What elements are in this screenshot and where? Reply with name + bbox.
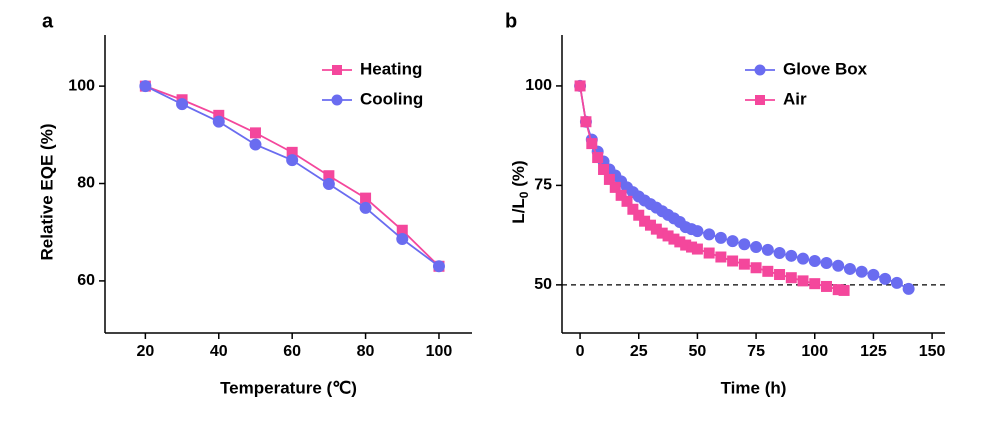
marker (609, 181, 621, 193)
y-tick-label: 60 (77, 272, 95, 289)
y-axis-title: L/L0 (%) (509, 160, 531, 223)
x-tick-label: 75 (747, 343, 765, 360)
y-tick-label: 100 (68, 77, 95, 94)
marker (396, 233, 409, 246)
marker (838, 284, 850, 296)
marker (832, 259, 845, 272)
y-tick-label: 100 (525, 77, 552, 94)
legend-marker (331, 94, 343, 106)
marker (703, 247, 715, 259)
marker (867, 268, 880, 281)
panel-label: b (505, 10, 517, 32)
marker (808, 254, 821, 267)
legend-label: Heating (360, 59, 422, 78)
panel-label: a (42, 10, 54, 32)
marker (139, 80, 152, 93)
chart: a 20 40 60 80 100 60 80 100 Temperature (℃) Relati… (37, 10, 472, 397)
marker (322, 178, 335, 190)
marker (627, 203, 639, 215)
marker (762, 265, 774, 277)
x-tick-label: 50 (689, 343, 707, 360)
x-tick-label: 40 (210, 343, 228, 360)
marker (797, 275, 809, 287)
marker (359, 201, 372, 214)
x-tick-label: 20 (136, 343, 154, 360)
marker (774, 269, 786, 281)
marker (715, 251, 727, 263)
marker (249, 138, 262, 151)
marker (890, 276, 903, 289)
marker (691, 225, 704, 238)
marker (360, 192, 372, 204)
x-axis-title: Temperature (℃) (220, 378, 357, 397)
marker (691, 243, 703, 255)
y-axis-title: Relative EQE (%) (37, 124, 56, 261)
legend-label: Glove Box (783, 59, 868, 78)
marker (249, 127, 261, 139)
legend-marker (332, 65, 342, 75)
x-tick-label: 125 (860, 343, 887, 360)
marker (432, 260, 445, 273)
marker (633, 209, 645, 221)
x-tick-label: 60 (283, 343, 301, 360)
x-tick-label: 0 (576, 343, 585, 360)
x-tick-label: 100 (801, 343, 828, 360)
marker (586, 138, 598, 150)
y-axis-title-part: 0 (517, 191, 531, 198)
marker (580, 116, 592, 128)
legend-label: Cooling (360, 89, 423, 108)
y-axis-title-part: L/L (509, 198, 528, 224)
x-tick-label: 100 (426, 343, 453, 360)
marker (785, 249, 798, 262)
marker (843, 262, 856, 275)
marker (738, 258, 750, 270)
marker (727, 255, 739, 267)
y-tick-label: 50 (534, 276, 552, 293)
marker (615, 189, 627, 201)
marker (598, 163, 610, 175)
x-tick-label: 150 (919, 343, 946, 360)
marker (820, 256, 833, 269)
legend-marker (755, 95, 765, 105)
marker (797, 252, 810, 265)
marker (592, 152, 604, 164)
series-line (145, 85, 440, 267)
legend-marker (754, 64, 766, 76)
marker (621, 195, 633, 207)
marker (820, 280, 832, 292)
y-tick-label: 75 (534, 177, 552, 194)
y-axis-title-part: (%) (509, 160, 528, 191)
marker (603, 173, 615, 185)
marker (809, 278, 821, 290)
marker (785, 272, 797, 284)
marker (750, 241, 763, 254)
x-axis-title: Time (h) (721, 378, 787, 397)
marker (176, 98, 189, 111)
x-tick-label: 80 (357, 343, 375, 360)
marker (726, 235, 739, 248)
marker (773, 247, 786, 260)
series-line (144, 85, 440, 268)
marker (761, 243, 774, 256)
marker (855, 265, 868, 278)
y-tick-label: 80 (77, 175, 95, 192)
legend-label: Air (783, 89, 807, 108)
marker (286, 154, 299, 167)
marker (738, 238, 751, 251)
marker (714, 231, 727, 244)
marker (902, 282, 915, 295)
marker (212, 115, 225, 128)
marker (879, 272, 892, 285)
marker (574, 80, 586, 92)
marker (750, 262, 762, 274)
marker (703, 228, 716, 241)
x-tick-label: 25 (630, 343, 648, 360)
